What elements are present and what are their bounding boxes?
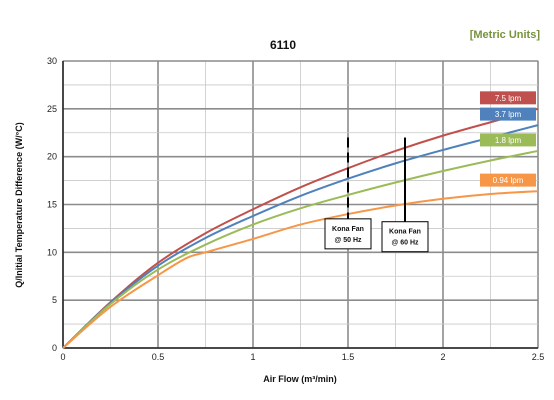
- annotations: Kona Fan @ 50 Hz Kona Fan @ 60 Hz: [324, 137, 429, 253]
- annotation-box-1: [381, 221, 429, 253]
- series-label-0: 7.5 lpm: [495, 94, 522, 103]
- series-label-3: 0.94 lpm: [493, 176, 524, 185]
- annotation-label-line1: Kona Fan: [332, 226, 364, 233]
- y-tick-label: 20: [47, 152, 57, 162]
- y-tick-label: 30: [47, 56, 57, 66]
- chart-title: 6110: [270, 38, 296, 52]
- ticks: 0 0.5 1 1.5 2 2.5 0 5 10 15 20 25 30: [47, 56, 544, 362]
- x-tick-label: 0.5: [152, 352, 165, 362]
- x-tick-label: 2: [440, 352, 445, 362]
- units-label: [Metric Units]: [470, 29, 541, 41]
- series-line-3: [62, 190, 539, 349]
- series-label-box-2: [480, 133, 536, 147]
- series-label-box-0: [480, 91, 536, 105]
- series-lines: [62, 107, 539, 349]
- y-tick-label: 10: [47, 247, 57, 257]
- annotation-label-line2: @ 50 Hz: [334, 237, 362, 244]
- grid: [62, 60, 539, 349]
- series-line-1: [62, 124, 539, 349]
- series-label-box-1: [480, 107, 536, 121]
- annotation-label-line1: Kona Fan: [389, 229, 421, 236]
- x-axis-label: Air Flow (m³/min): [263, 374, 337, 384]
- y-axis-label: Q/Initial Temperature Difference (W/°C): [14, 122, 24, 287]
- series-label-box-3: [480, 173, 536, 187]
- x-tick-label: 2.5: [532, 352, 545, 362]
- y-tick-label: 5: [52, 295, 57, 305]
- annotation-box-0: [324, 218, 372, 250]
- series-line-0: [62, 107, 539, 349]
- series-line-2: [62, 149, 539, 349]
- y-tick-label: 0: [52, 343, 57, 353]
- y-tick-label: 25: [47, 104, 57, 114]
- series-label-1: 3.7 lpm: [495, 110, 522, 119]
- series-label-2: 1.8 lpm: [495, 136, 522, 145]
- x-tick-label: 1.5: [342, 352, 355, 362]
- y-tick-label: 15: [47, 200, 57, 210]
- series-labels: 7.5 lpm 3.7 lpm 1.8 lpm 0.94 lpm: [480, 91, 536, 187]
- annotation-label-line2: @ 60 Hz: [391, 240, 419, 247]
- x-tick-label: 0: [60, 352, 65, 362]
- x-tick-label: 1: [250, 352, 255, 362]
